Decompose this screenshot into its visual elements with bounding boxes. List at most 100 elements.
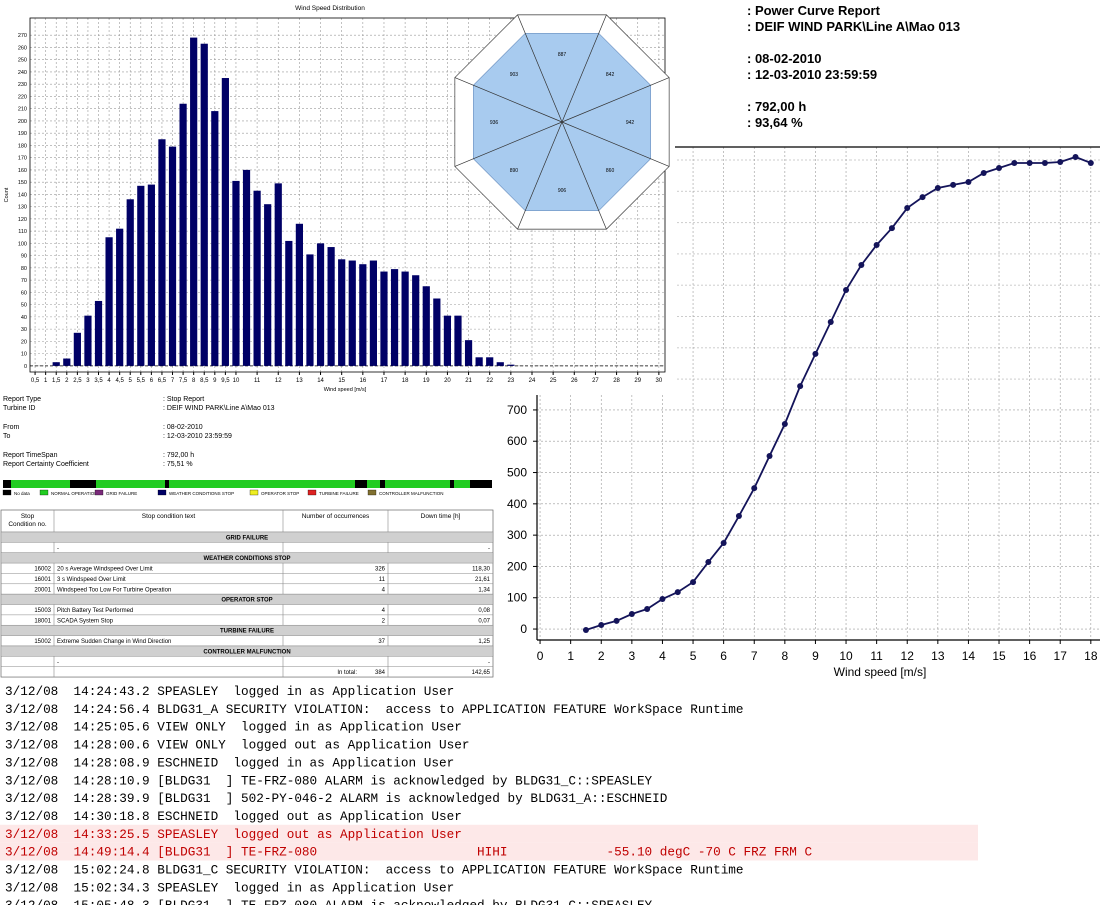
curve-point (934, 185, 941, 192)
group-row (0, 552, 494, 564)
legend-swatch (39, 489, 49, 496)
table-cell: In total: (337, 670, 357, 676)
table-cell: Extreme Sudden Change in Wind Direction (57, 639, 171, 645)
x-tick-label: 23 (508, 378, 515, 384)
x-tick-label: 22 (486, 378, 493, 384)
x-tick-label: 10 (839, 649, 853, 663)
x-tick-label: 17 (381, 378, 388, 384)
rose-sector-label: 903 (510, 72, 519, 78)
table-cell: 118,30 (472, 567, 491, 573)
y-tick-label: 40 (21, 315, 27, 321)
bar (422, 286, 430, 366)
y-tick-label: 80 (21, 266, 27, 272)
x-tick-label: 6,5 (158, 378, 167, 384)
curve-point (919, 194, 926, 201)
table-cell: - (488, 546, 490, 552)
x-tick-label: 1 (567, 649, 574, 663)
x-tick-label: 28 (613, 378, 620, 384)
bar (94, 300, 103, 366)
table-cell: Pitch Battery Test Performed (57, 608, 133, 614)
curve-point (980, 169, 987, 176)
table-cell: 384 (375, 670, 386, 676)
table-cell: Windspeed Too Low For Turbine Operation (57, 587, 171, 593)
bar (168, 146, 177, 366)
curve-point (644, 606, 651, 613)
curve-point (690, 579, 697, 586)
bar (486, 357, 494, 366)
x-tick-label: 5,5 (137, 378, 146, 384)
y-tick-label: 240 (18, 70, 27, 76)
bar (316, 243, 325, 366)
y-tick-label: 30 (21, 327, 27, 333)
field-value: : Stop Report (163, 396, 204, 403)
table-cell: 0,07 (478, 618, 490, 624)
curve-point (705, 559, 712, 566)
x-tick-label: 16 (359, 378, 366, 384)
report-line: : DEIF WIND PARK\Line A\Mao 013 (747, 19, 960, 34)
curve-point (582, 626, 589, 633)
y-tick-label: 700 (507, 403, 527, 417)
legend-swatch (307, 489, 317, 496)
y-tick-label: 0 (24, 364, 27, 370)
bar (221, 78, 229, 366)
field-value: : DEIF WIND PARK\Line A\Mao 013 (163, 405, 275, 412)
field-value: : 08-02-2010 (163, 424, 203, 431)
bar (147, 184, 155, 366)
x-tick-label: 0,5 (31, 378, 40, 384)
y-tick-label: 110 (18, 229, 27, 235)
curve-point (950, 181, 957, 188)
legend-label: WEATHER CONDITIONS STOP (169, 491, 234, 496)
y-tick-label: 600 (507, 434, 527, 448)
x-tick-label: 2 (65, 378, 69, 384)
rose-spoke (517, 121, 563, 230)
table-header: Condition no. (8, 521, 46, 528)
x-tick-label: 3 (86, 378, 90, 384)
curve-point (659, 595, 666, 602)
y-tick-label: 400 (507, 497, 527, 511)
status-segment (450, 480, 454, 488)
field-value: : 75,51 % (163, 461, 193, 468)
log-line: 3/12/08 14:33:25.5 SPEASLEY logged out a… (5, 827, 462, 842)
x-tick-label: 17 (1054, 649, 1068, 663)
x-tick-label: 25 (550, 378, 557, 384)
table-cell: 1,25 (478, 639, 490, 645)
table-cell: 16001 (34, 577, 51, 583)
x-tick-label: 12 (275, 378, 282, 384)
x-tick-label: 19 (423, 378, 430, 384)
legend-swatch (157, 489, 167, 496)
group-title: WEATHER CONDITIONS STOP (203, 556, 290, 562)
rose-spoke (561, 121, 607, 230)
x-tick-label: 24 (529, 378, 536, 384)
bar (63, 358, 71, 366)
bar (295, 223, 303, 366)
bar (369, 260, 378, 366)
y-tick-label: 50 (21, 303, 27, 309)
y-tick-label: 140 (18, 192, 27, 198)
bar (179, 103, 187, 366)
x-tick-label: 3 (629, 649, 636, 663)
x-tick-label: 16 (1023, 649, 1037, 663)
bar (433, 298, 441, 366)
legend-swatch (94, 489, 104, 496)
x-tick-label: 12 (901, 649, 915, 663)
x-tick-label: 26 (571, 378, 578, 384)
report-line: : Power Curve Report (747, 3, 881, 18)
table-header: Number of occurrences (302, 513, 370, 520)
table-cell: 37 (378, 639, 385, 645)
rose-sector-label: 906 (558, 188, 567, 194)
y-tick-label: 150 (18, 180, 27, 186)
wind-rose: 887 842 942 860 906 890 936 903 (454, 14, 670, 230)
x-tick-label: 5 (129, 378, 133, 384)
bar (52, 362, 60, 366)
y-tick-label: 500 (507, 466, 527, 480)
group-row (0, 624, 494, 636)
x-tick-label: 9,5 (221, 378, 230, 384)
x-tick-label: 18 (1084, 649, 1098, 663)
y-tick-label: 120 (18, 217, 27, 223)
x-tick-label: 11 (254, 378, 261, 384)
x-tick-label: 8 (781, 649, 788, 663)
group-title: CONTROLLER MALFUNCTION (203, 649, 290, 655)
table-cell: 4 (382, 587, 386, 593)
table-cell: 2 (382, 618, 386, 624)
report-line: : 12-03-2010 23:59:59 (747, 67, 877, 82)
